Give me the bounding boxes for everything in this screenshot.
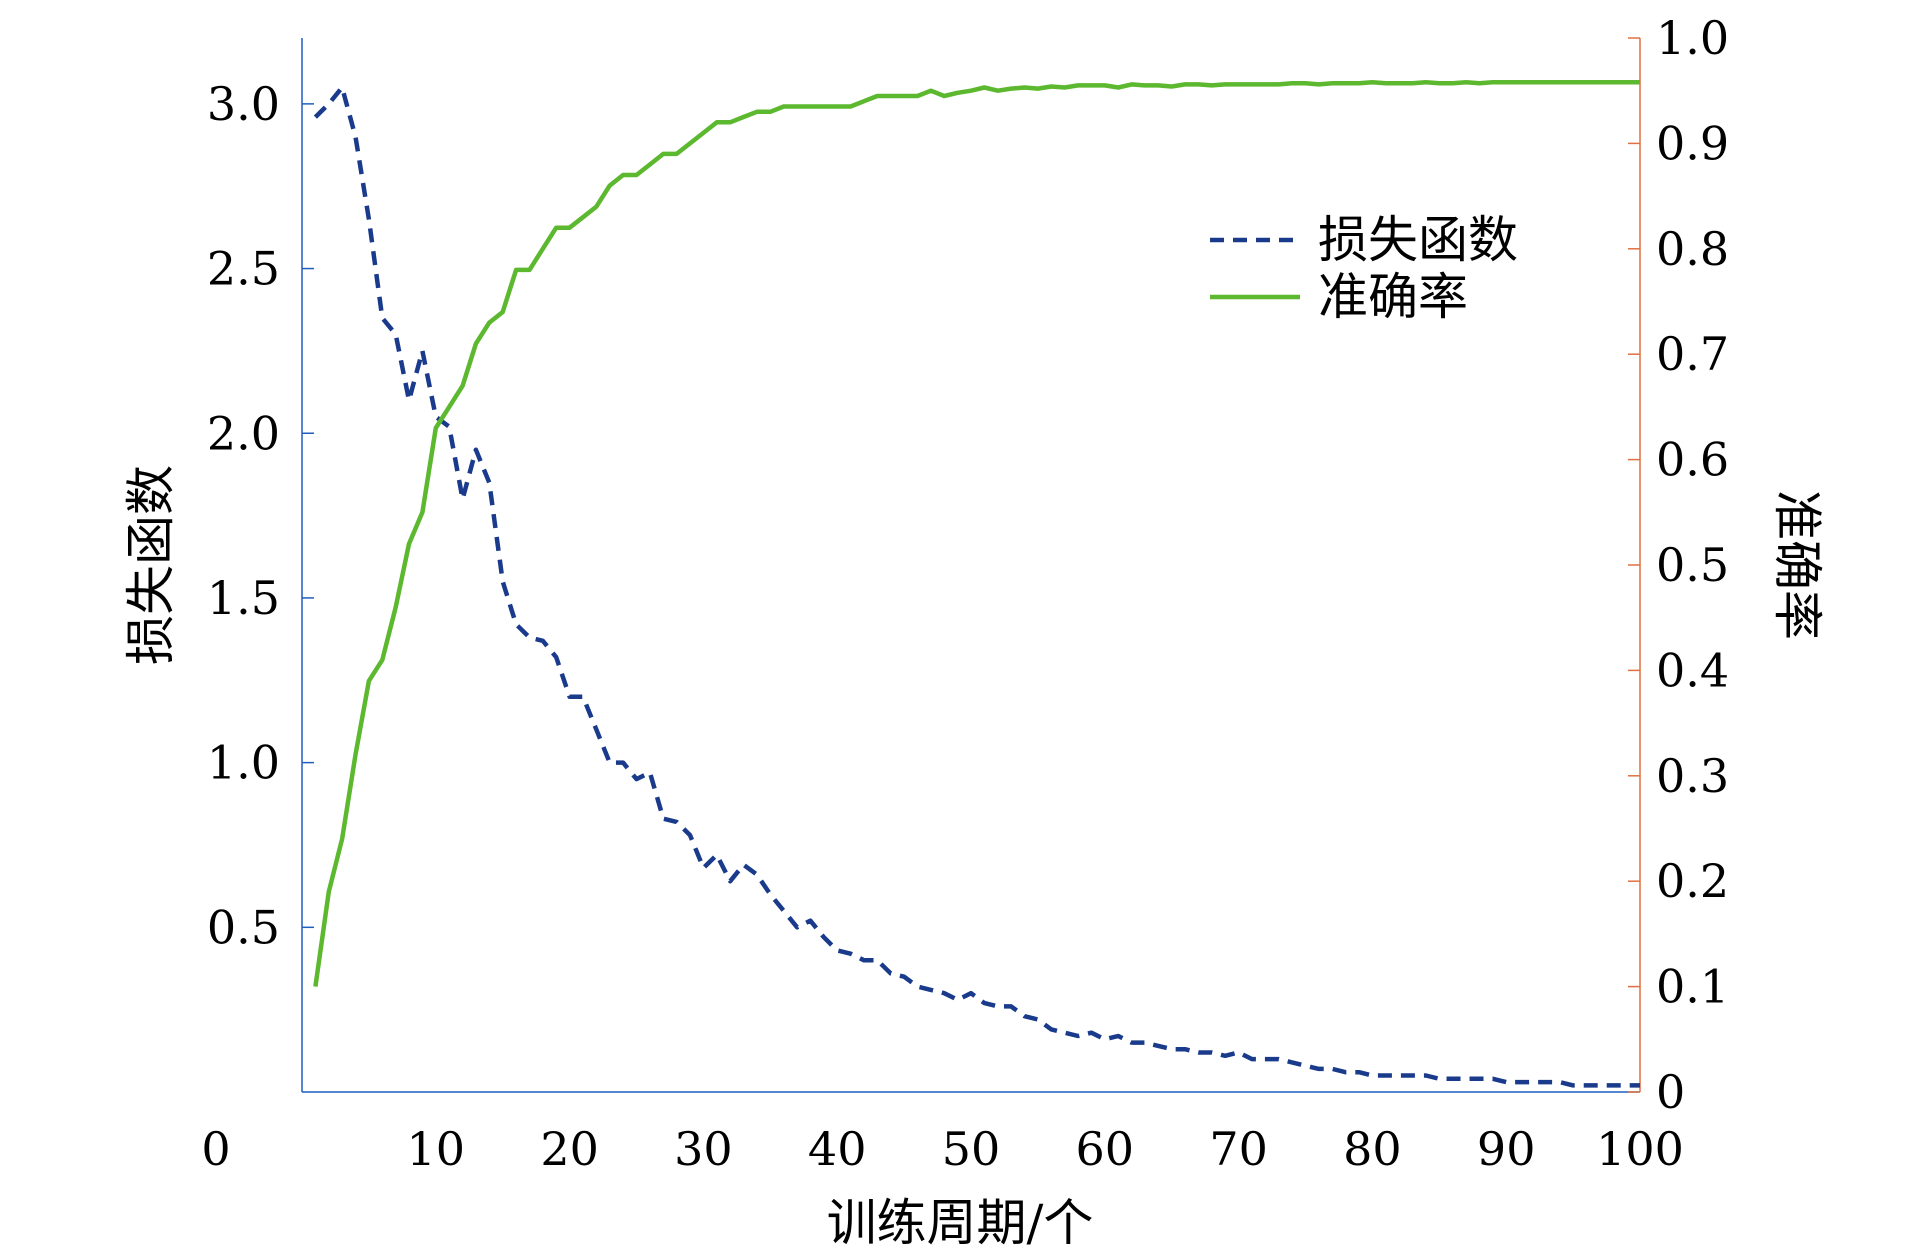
x-tick-label: 90: [1477, 1122, 1536, 1176]
left-y-tick-label: 2.0: [207, 406, 280, 460]
right-y-tick-label: 0.4: [1656, 643, 1729, 697]
x-tick-label: 70: [1209, 1122, 1268, 1176]
right-y-tick-label: 1.0: [1656, 11, 1729, 65]
right-y-axis-title: 准确率: [1768, 490, 1826, 640]
x-tick-label: 20: [540, 1122, 599, 1176]
left-y-tick-label: 1.5: [207, 571, 280, 625]
x-tick-label: 100: [1596, 1122, 1684, 1176]
right-y-tick-label: 0.1: [1656, 960, 1729, 1014]
right-y-tick-label: 0: [1656, 1065, 1685, 1119]
series-layer: [313, 80, 1640, 1088]
x-tick-label: 0: [201, 1122, 230, 1176]
right-y-tick-label: 0.7: [1656, 327, 1729, 381]
left-y-tick-label: 1.0: [207, 736, 280, 790]
x-tick-label: 40: [808, 1122, 867, 1176]
loss-series-line: [313, 85, 1640, 1088]
x-axis-title: 训练周期/个: [827, 1194, 1094, 1252]
legend: 损失函数 准确率: [1210, 211, 1518, 326]
left-y-tick-label: 2.5: [207, 242, 280, 296]
ticks-layer: 0.5 1.0 1.5 2.0 2.5 3.0 0 0.1 0.2 0.3 0.4 0.5 0.6 0.7…: [201, 11, 1729, 1176]
right-y-tick-label: 0.6: [1656, 433, 1729, 487]
x-tick-label: 60: [1076, 1122, 1135, 1176]
accuracy-series-line: [313, 80, 1640, 987]
right-y-tick-label: 0.9: [1656, 116, 1729, 170]
right-y-tick-label: 0.3: [1656, 749, 1729, 803]
left-y-tick-label: 0.5: [207, 900, 280, 954]
legend-loss-label: 损失函数: [1318, 211, 1518, 269]
x-tick-label: 30: [674, 1122, 733, 1176]
left-y-axis-title: 损失函数: [122, 465, 180, 665]
x-tick-label: 50: [942, 1122, 1001, 1176]
right-y-tick-label: 0.5: [1656, 538, 1729, 592]
left-y-tick-label: 3.0: [207, 77, 280, 131]
right-y-tick-label: 0.8: [1656, 222, 1729, 276]
x-tick-label: 80: [1343, 1122, 1402, 1176]
x-tick-label: 10: [407, 1122, 466, 1176]
right-y-tick-label: 0.2: [1656, 854, 1729, 908]
legend-accuracy-label: 准确率: [1318, 268, 1468, 326]
